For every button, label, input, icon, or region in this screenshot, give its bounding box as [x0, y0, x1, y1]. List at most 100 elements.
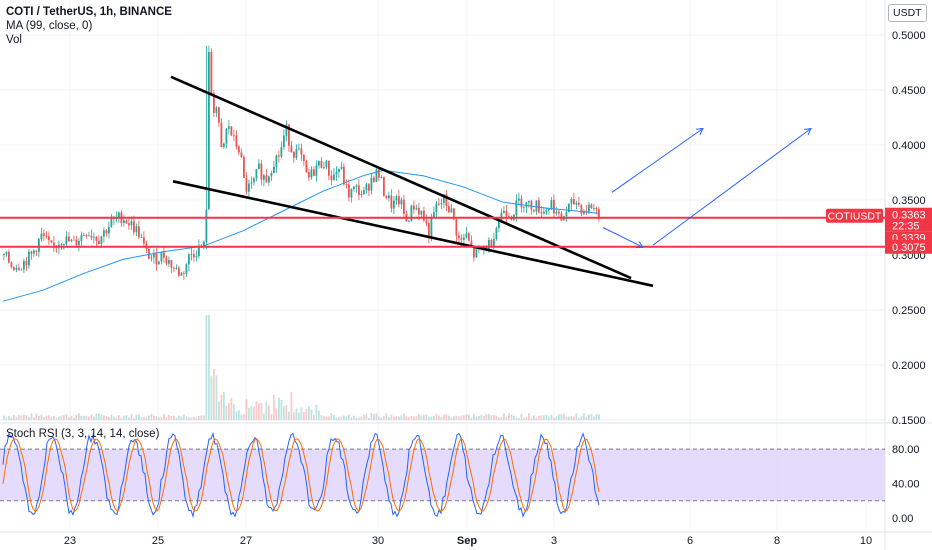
candle-body — [53, 242, 55, 246]
candle-body — [333, 174, 335, 180]
volume-bar — [155, 416, 158, 420]
candle-body — [30, 251, 33, 254]
candle-body — [158, 261, 160, 265]
volume-bar — [48, 415, 50, 420]
volume-bar — [10, 417, 13, 420]
volume-bar — [23, 414, 25, 420]
volume-bar — [448, 415, 450, 420]
candle-body — [15, 267, 18, 270]
candle-body — [310, 169, 313, 178]
currency-button[interactable]: USDT — [888, 4, 927, 22]
candle-body — [370, 177, 373, 191]
candle-body — [490, 239, 493, 247]
volume-bar — [540, 415, 543, 420]
volume-bar — [278, 397, 280, 420]
candle-body — [183, 272, 185, 274]
candle-body — [25, 260, 28, 266]
candle-body — [85, 234, 88, 237]
candle-body — [298, 148, 300, 150]
volume-bar — [598, 414, 600, 420]
candle-body — [275, 155, 278, 167]
volume-bar — [105, 416, 108, 420]
candle-body — [248, 183, 250, 192]
price-tick-label: 0.2500 — [892, 305, 926, 317]
candle-body — [193, 254, 195, 258]
candle-body — [220, 122, 223, 148]
volume-bar — [103, 415, 105, 420]
candle-body — [398, 196, 400, 205]
volume-bar — [558, 414, 560, 420]
volume-bar — [140, 416, 143, 420]
volume-bar — [465, 414, 468, 420]
volume-bar — [350, 417, 353, 420]
time-tick-label: 30 — [372, 535, 384, 547]
volume-bar — [285, 405, 288, 420]
candle-body — [255, 169, 258, 179]
candle-body — [138, 226, 140, 238]
volume-bar — [358, 417, 360, 420]
volume-bar — [445, 414, 448, 420]
candle-body — [383, 177, 385, 196]
volume-bar — [298, 412, 300, 420]
candle-body — [588, 204, 590, 213]
candle-body — [18, 267, 20, 270]
price-tick-label: 0.5000 — [892, 30, 926, 42]
volume-bar — [123, 415, 125, 420]
candle-body — [170, 260, 173, 268]
volume-bar — [555, 416, 558, 420]
volume-bar — [205, 315, 208, 420]
candle-body — [418, 207, 420, 215]
candle-body — [573, 199, 575, 205]
volume-bar — [163, 414, 165, 420]
volume-bar — [220, 395, 223, 420]
candle-body — [340, 166, 343, 169]
stoch-band — [0, 449, 885, 501]
volume-bar — [198, 415, 200, 420]
stoch-tick-label: 0.00 — [892, 513, 913, 525]
volume-bar — [60, 415, 63, 420]
volume-bar — [438, 415, 440, 420]
volume-bar — [210, 376, 213, 420]
volume-bar — [378, 416, 380, 420]
volume-bar — [95, 413, 98, 420]
volume-bar — [243, 414, 245, 420]
candle-body — [65, 236, 68, 245]
volume-bar — [263, 413, 265, 420]
volume-bar — [275, 408, 278, 420]
volume-bar — [593, 416, 595, 420]
price-tick-label: 0.4500 — [892, 85, 926, 97]
volume-bar — [338, 417, 340, 420]
candle-body — [303, 154, 305, 161]
price-axis: 0.50000.45000.40000.35000.30000.25000.20… — [826, 30, 932, 427]
candle-body — [210, 51, 213, 94]
volume-bar — [315, 404, 318, 420]
candle-body — [8, 251, 10, 263]
volume-bar — [45, 415, 48, 420]
candle-body — [148, 248, 150, 259]
candle-body — [505, 210, 508, 217]
volume-bar — [515, 417, 518, 420]
volume-bar — [343, 415, 345, 420]
candle-body — [278, 155, 280, 157]
volume-bar — [280, 399, 283, 420]
volume-bar — [503, 413, 505, 420]
volume-bar — [133, 417, 135, 420]
ma-line — [2, 169, 600, 302]
volume-bar — [165, 417, 168, 420]
candle-body — [533, 209, 535, 212]
volume-bar — [455, 415, 458, 420]
volume-bar — [590, 413, 593, 420]
volume-bar — [135, 414, 138, 420]
volume-bar — [183, 414, 185, 420]
volume-bar — [253, 406, 255, 420]
candle-body — [80, 235, 83, 241]
volume-bar — [433, 415, 435, 420]
candle-body — [10, 262, 13, 268]
candle-body — [445, 194, 448, 207]
volume-bar — [193, 417, 195, 420]
volume-bar — [508, 413, 510, 420]
candle-body — [218, 107, 220, 123]
candle-body — [190, 254, 193, 255]
candle-body — [260, 163, 263, 180]
